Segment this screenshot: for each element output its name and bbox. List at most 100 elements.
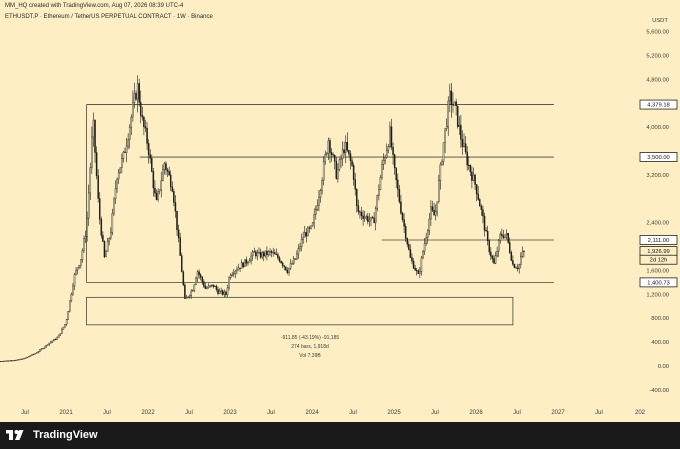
candle-body bbox=[450, 90, 453, 105]
candle-body bbox=[81, 250, 84, 260]
candle-body bbox=[486, 231, 489, 241]
candle-body bbox=[283, 265, 285, 268]
candle-body bbox=[343, 149, 345, 153]
x-tick-label: Jul bbox=[513, 410, 521, 416]
x-tick-label: 2025 bbox=[387, 410, 401, 416]
candle-body bbox=[464, 143, 467, 153]
candle-body bbox=[393, 154, 396, 169]
candle-body bbox=[395, 167, 397, 181]
x-tick-label: Jul bbox=[349, 410, 357, 416]
candle-body bbox=[9, 360, 11, 362]
candle-body bbox=[146, 128, 148, 144]
currency-label: USDT bbox=[652, 18, 668, 24]
candle-body bbox=[491, 255, 494, 259]
candle-body bbox=[458, 124, 461, 127]
candle-body bbox=[390, 126, 393, 148]
candle-body bbox=[149, 154, 151, 159]
candle-body bbox=[438, 180, 440, 202]
candle-body bbox=[70, 293, 73, 301]
candle-body bbox=[493, 258, 495, 264]
candle-body bbox=[251, 251, 254, 257]
candle-body bbox=[157, 190, 159, 200]
candle-body bbox=[59, 333, 62, 336]
candle-body bbox=[69, 300, 71, 312]
price-label-box[interactable] bbox=[639, 152, 678, 162]
candle-body bbox=[51, 340, 54, 343]
candle-body bbox=[269, 251, 271, 253]
candle-body bbox=[119, 167, 121, 174]
candle-body bbox=[122, 151, 125, 159]
candle-body bbox=[409, 249, 412, 258]
candle-body bbox=[368, 219, 371, 222]
candle-body bbox=[505, 233, 508, 236]
candle-body bbox=[236, 269, 238, 272]
candle-body bbox=[281, 262, 284, 266]
candle-body bbox=[371, 216, 374, 219]
candle-body bbox=[267, 251, 270, 256]
candle-body bbox=[84, 236, 87, 239]
candle-body bbox=[258, 252, 260, 254]
candle-body bbox=[463, 143, 465, 147]
candle-body bbox=[434, 211, 437, 216]
candle-body bbox=[461, 139, 464, 147]
candle-body bbox=[228, 277, 230, 289]
candle-body bbox=[286, 269, 289, 274]
price-label-box[interactable] bbox=[639, 254, 678, 265]
brand[interactable]: TradingView bbox=[6, 429, 98, 441]
candle-body bbox=[39, 349, 41, 352]
candle-body bbox=[132, 102, 134, 118]
candle-body bbox=[31, 354, 33, 356]
candle-body bbox=[225, 291, 227, 295]
candle-body bbox=[387, 146, 390, 151]
candle-body bbox=[315, 209, 317, 215]
candle-body bbox=[374, 208, 377, 224]
candle-body bbox=[37, 351, 39, 353]
price-chart[interactable]: -911.85 (-43.19%) -91,185 274 bars, 1,918… bbox=[0, 0, 680, 422]
candle-body bbox=[125, 145, 128, 153]
candle-body bbox=[220, 290, 222, 292]
candle-body bbox=[341, 149, 344, 159]
candle-body bbox=[523, 251, 525, 253]
candle-body bbox=[7, 360, 10, 362]
y-tick-label: 0.00 bbox=[658, 364, 669, 370]
candle-body bbox=[408, 244, 410, 250]
y-tick-label: 3,200.00 bbox=[646, 173, 669, 179]
measure-box[interactable] bbox=[86, 296, 514, 326]
price-label-box[interactable] bbox=[639, 99, 678, 110]
price-label-box[interactable] bbox=[639, 277, 678, 288]
candle-body bbox=[179, 237, 181, 256]
candle-body bbox=[32, 353, 35, 355]
candle-body bbox=[333, 154, 336, 162]
candle-body bbox=[411, 257, 413, 262]
y-tick-label: 4,000.00 bbox=[646, 125, 669, 131]
candle-body bbox=[504, 234, 506, 238]
candle-body bbox=[285, 266, 287, 271]
candle-body bbox=[215, 285, 218, 290]
candle-body bbox=[354, 179, 356, 190]
candle-body bbox=[266, 250, 268, 256]
candle-body bbox=[452, 104, 454, 106]
candle-body bbox=[1, 360, 3, 362]
candle-body bbox=[176, 210, 178, 231]
candle-body bbox=[242, 262, 244, 267]
candle-body bbox=[177, 229, 180, 238]
candle-body bbox=[499, 233, 502, 241]
candle-body bbox=[110, 232, 112, 239]
candle-body bbox=[45, 344, 47, 348]
candle-body bbox=[188, 295, 191, 298]
candle-body bbox=[42, 348, 44, 350]
x-tick-label: 202 bbox=[635, 410, 646, 416]
candle-body bbox=[40, 348, 43, 351]
candle-body bbox=[10, 360, 13, 362]
candle-body bbox=[370, 216, 372, 221]
price-label-box[interactable] bbox=[639, 235, 678, 245]
candle-body bbox=[419, 271, 421, 274]
candle-body bbox=[154, 187, 156, 194]
candle-body bbox=[455, 101, 457, 107]
candle-body bbox=[160, 180, 162, 191]
candle-body bbox=[518, 264, 520, 270]
author-line: MM_HQ created with TradingView.com, Aug … bbox=[5, 3, 184, 9]
candle-body bbox=[467, 164, 470, 166]
candle-body bbox=[87, 192, 90, 219]
candle-body bbox=[100, 218, 103, 236]
